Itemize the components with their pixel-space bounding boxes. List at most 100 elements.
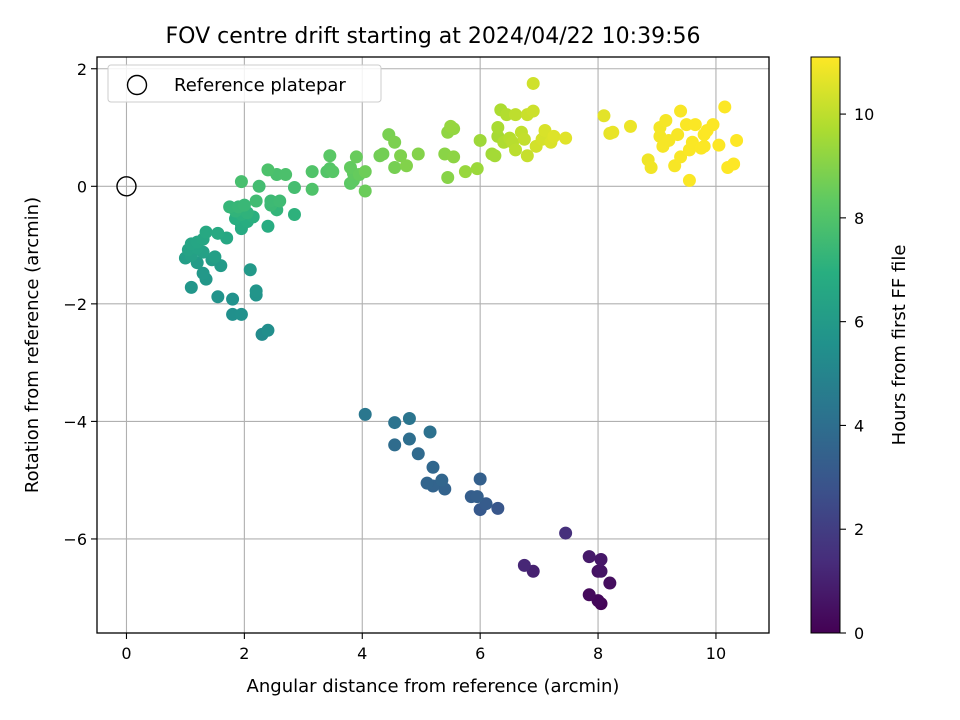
data-point bbox=[656, 139, 670, 153]
data-point bbox=[488, 149, 502, 163]
colorbar-tick-label: 4 bbox=[854, 416, 864, 435]
data-point bbox=[388, 135, 402, 149]
data-point bbox=[402, 411, 416, 425]
data-point bbox=[411, 147, 425, 161]
data-point bbox=[237, 198, 251, 212]
y-axis-ticks: 2 0 −2 −4 −6 bbox=[63, 60, 97, 549]
y-tick-label: −2 bbox=[63, 295, 87, 314]
data-point bbox=[252, 179, 266, 193]
data-point bbox=[211, 290, 225, 304]
data-point bbox=[674, 104, 688, 118]
y-tick-label: 0 bbox=[77, 177, 87, 196]
data-point bbox=[706, 118, 720, 132]
y-tick-label: −6 bbox=[63, 530, 87, 549]
data-point bbox=[491, 501, 505, 515]
data-point bbox=[184, 280, 198, 294]
legend-label: Reference platepar bbox=[174, 75, 346, 96]
data-point bbox=[243, 263, 257, 277]
data-point bbox=[388, 160, 402, 174]
data-point bbox=[594, 553, 608, 567]
colorbar-gradient bbox=[810, 56, 841, 634]
x-tick-label: 4 bbox=[357, 644, 367, 663]
colorbar-tick-label: 6 bbox=[854, 313, 864, 332]
data-point bbox=[261, 323, 275, 337]
data-point bbox=[712, 138, 726, 152]
data-point bbox=[526, 104, 540, 118]
data-point bbox=[597, 109, 611, 123]
data-point bbox=[196, 266, 210, 280]
chart-title: FOV centre drift starting at 2024/04/22 … bbox=[166, 24, 701, 49]
data-point bbox=[644, 160, 658, 174]
data-points bbox=[178, 76, 744, 611]
data-point bbox=[526, 76, 540, 90]
data-point bbox=[388, 416, 402, 430]
data-point bbox=[470, 162, 484, 176]
colorbar-tick-label: 10 bbox=[854, 105, 874, 124]
legend-marker-open-circle bbox=[126, 74, 148, 96]
y-axis-label: Rotation from reference (arcmin) bbox=[22, 197, 43, 493]
data-point bbox=[473, 472, 487, 486]
data-point bbox=[517, 132, 531, 146]
x-tick-label: 0 bbox=[121, 644, 131, 663]
data-point bbox=[261, 163, 275, 177]
data-point bbox=[326, 165, 340, 179]
data-point bbox=[426, 460, 440, 474]
data-point bbox=[287, 208, 301, 222]
data-point bbox=[674, 150, 688, 164]
x-tick-label: 2 bbox=[239, 644, 249, 663]
y-tick-label: 2 bbox=[77, 60, 87, 79]
data-point bbox=[509, 108, 523, 122]
data-point bbox=[199, 225, 213, 239]
data-point bbox=[444, 119, 458, 133]
data-point bbox=[470, 490, 484, 504]
data-point bbox=[226, 292, 240, 306]
data-point bbox=[423, 425, 437, 439]
x-axis-label: Angular distance from reference (arcmin) bbox=[247, 676, 620, 697]
plot-frame bbox=[96, 56, 770, 634]
colorbar-ticks: 0 2 4 6 8 10 bbox=[840, 105, 874, 643]
data-point bbox=[249, 194, 263, 208]
data-point bbox=[517, 558, 531, 572]
data-point bbox=[520, 149, 534, 163]
data-point bbox=[394, 149, 408, 163]
data-point bbox=[559, 526, 573, 540]
data-point bbox=[234, 175, 248, 189]
data-point bbox=[249, 284, 263, 298]
data-point bbox=[358, 165, 372, 179]
data-point bbox=[305, 165, 319, 179]
colorbar-tick-label: 2 bbox=[854, 520, 864, 539]
data-point bbox=[435, 473, 449, 487]
legend: Reference platepar bbox=[107, 64, 382, 103]
data-point bbox=[411, 447, 425, 461]
data-point bbox=[234, 307, 248, 321]
data-point bbox=[623, 119, 637, 133]
data-point bbox=[261, 219, 275, 233]
data-point bbox=[559, 131, 573, 145]
data-point bbox=[479, 497, 493, 511]
data-point bbox=[606, 125, 620, 139]
colorbar: 0 2 4 6 8 10 Hours from first FF file bbox=[810, 56, 910, 643]
data-point bbox=[343, 160, 357, 174]
data-point bbox=[208, 250, 222, 264]
colorbar-tick-label: 0 bbox=[854, 624, 864, 643]
colorbar-tick-label: 8 bbox=[854, 209, 864, 228]
data-point bbox=[420, 476, 434, 490]
data-point bbox=[273, 194, 287, 208]
data-point bbox=[682, 173, 696, 187]
data-point bbox=[688, 118, 702, 132]
data-point bbox=[402, 432, 416, 446]
reference-platepar-marker bbox=[116, 176, 137, 197]
legend-box bbox=[107, 64, 382, 103]
data-point bbox=[509, 143, 523, 157]
x-tick-label: 8 bbox=[593, 644, 603, 663]
data-point bbox=[388, 438, 402, 452]
data-point bbox=[358, 407, 372, 421]
data-point bbox=[287, 180, 301, 194]
data-point bbox=[582, 588, 596, 602]
data-point bbox=[376, 147, 390, 161]
data-point bbox=[323, 149, 337, 163]
data-point bbox=[358, 184, 372, 198]
data-point bbox=[718, 100, 732, 114]
data-point bbox=[659, 113, 673, 127]
